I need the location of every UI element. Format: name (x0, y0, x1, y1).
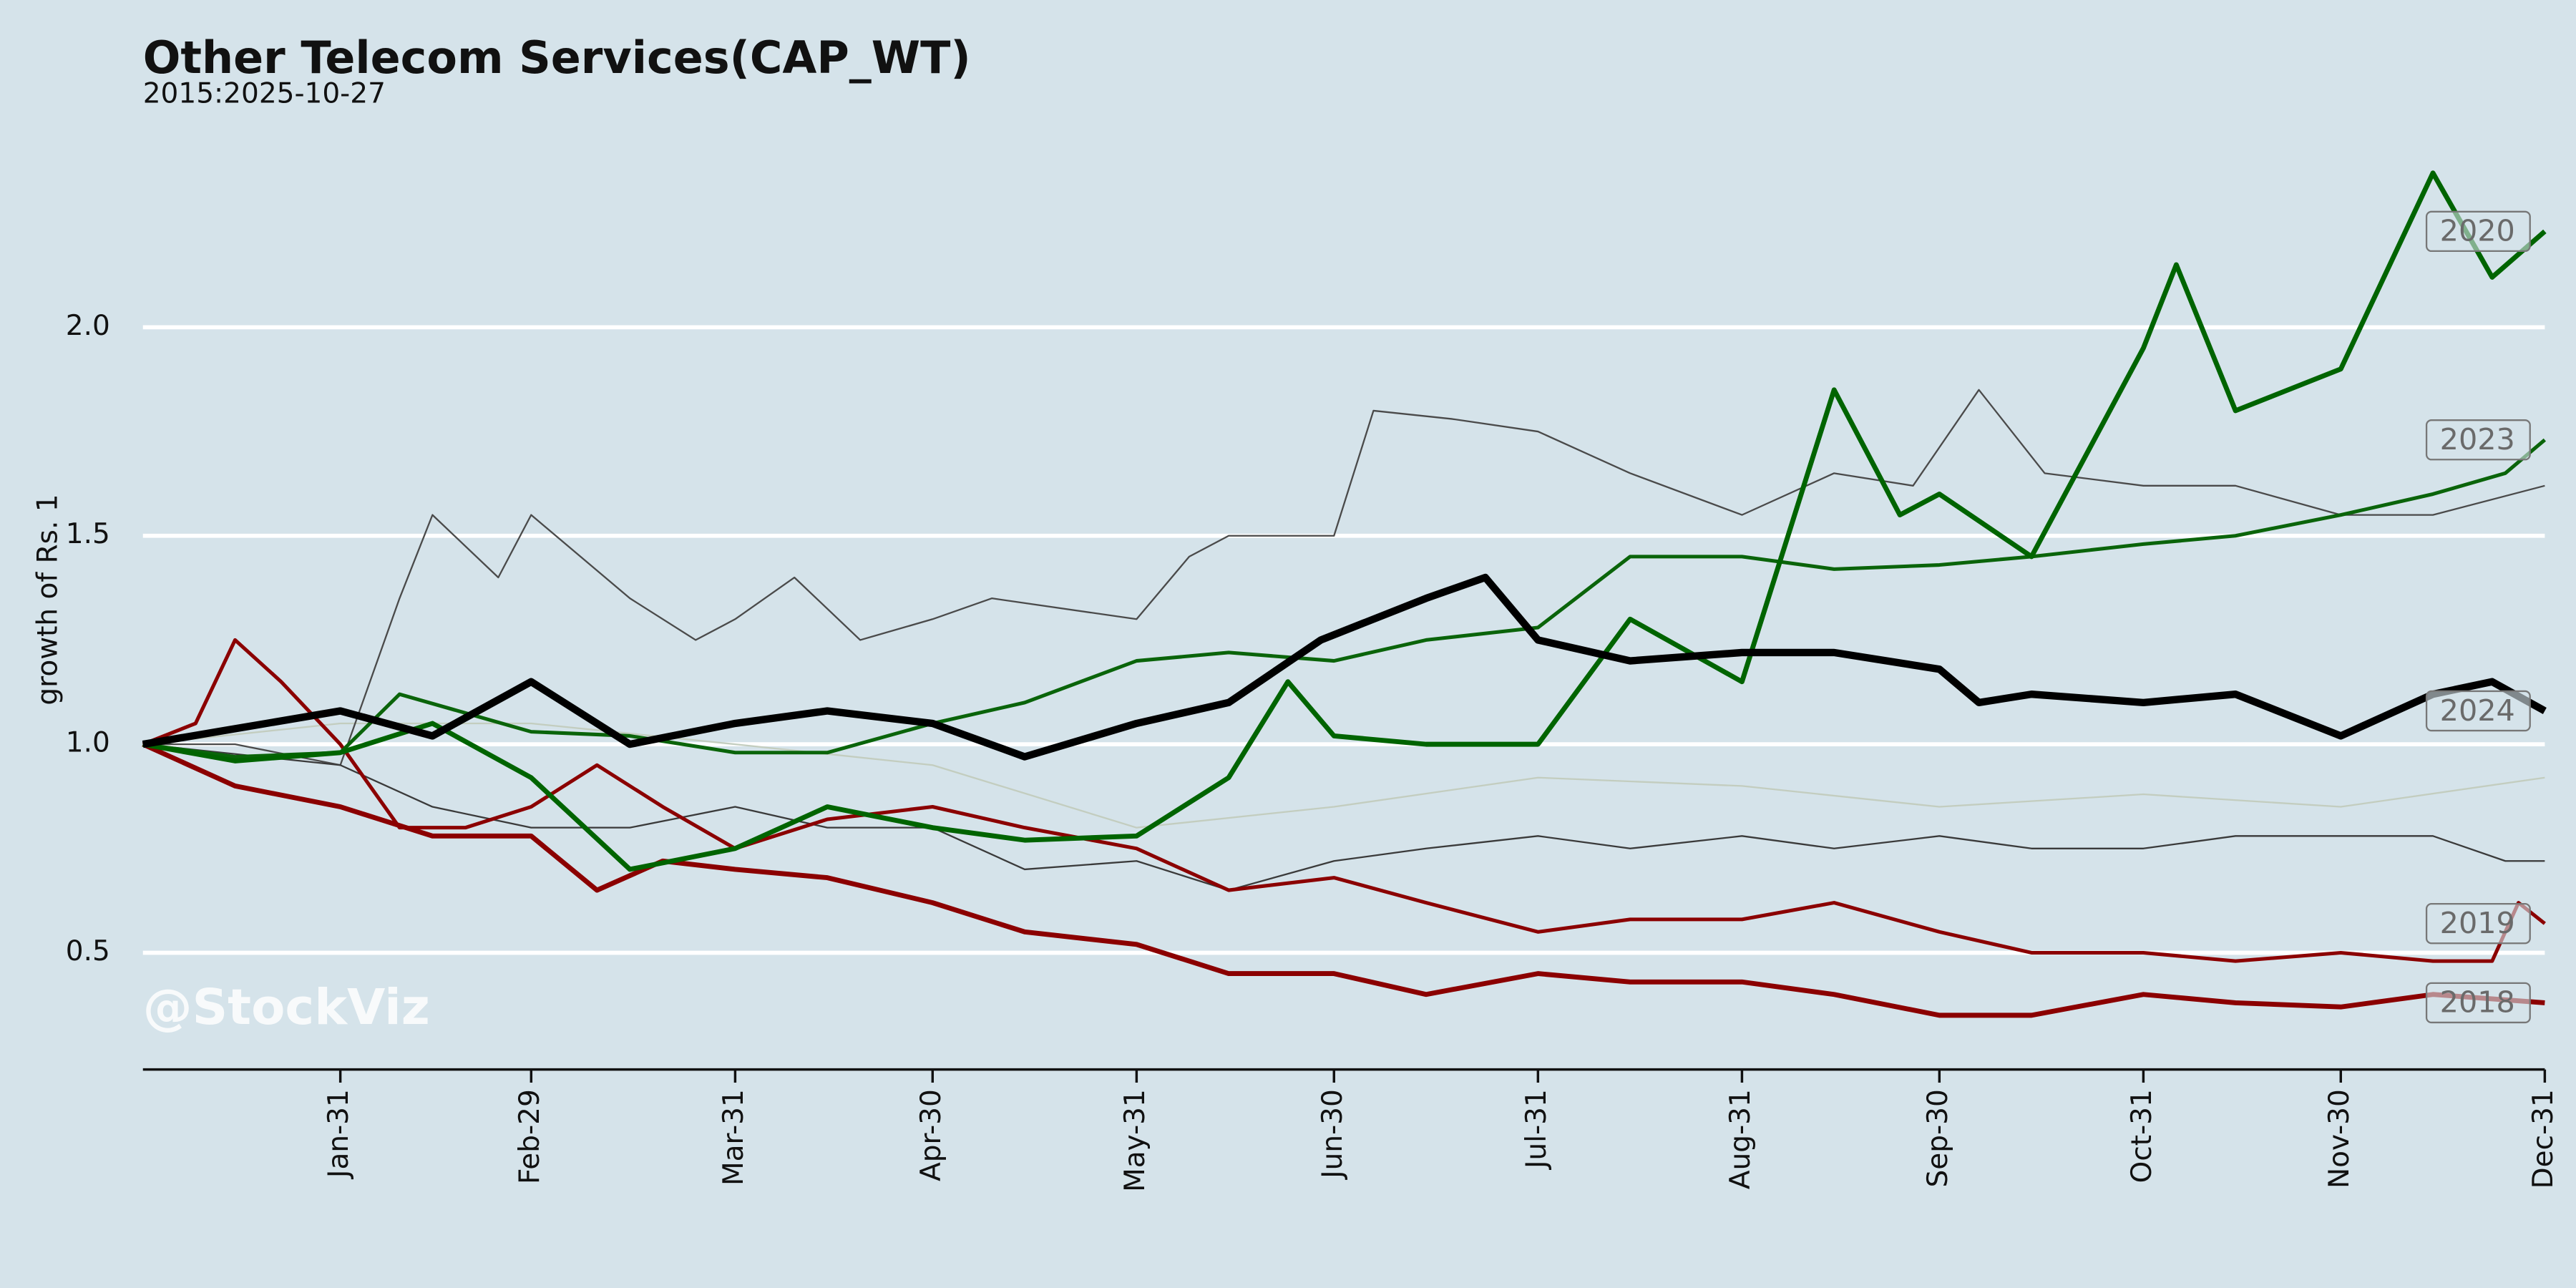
x-tick-label: May-31 (1119, 1089, 1151, 1192)
series-label-box (2425, 690, 2531, 732)
x-tick-label: Feb-29 (514, 1089, 546, 1184)
series-label: 2023 (2425, 419, 2531, 461)
series-line (142, 438, 2547, 759)
series-line (142, 743, 2545, 892)
watermark: @StockViz (143, 979, 430, 1036)
series-label: 2020 (2425, 210, 2531, 253)
series-label-box (2425, 419, 2531, 461)
series-label-box (2425, 902, 2531, 945)
series-line (142, 722, 2545, 829)
series-label: 2018 (2425, 982, 2531, 1024)
series-label-box (2425, 982, 2531, 1024)
x-tick-label: Aug-31 (1724, 1089, 1757, 1189)
series-label-text: 2019 (2440, 906, 2515, 940)
y-tick-label: 2.0 (66, 310, 110, 342)
series-line (142, 741, 2545, 1018)
y-axis-label: growth of Rs. 1 (31, 494, 64, 705)
series-label-text: 2024 (2440, 693, 2515, 728)
series-line (142, 389, 2545, 766)
x-tick-label: Sep-30 (1922, 1089, 1954, 1187)
series-label-box (2425, 210, 2531, 253)
x-tick-label: Nov-30 (2323, 1089, 2356, 1189)
x-tick-label: Jul-31 (1521, 1089, 1553, 1171)
y-tick-label: 1.5 (66, 518, 110, 550)
x-tick-label: Apr-30 (915, 1089, 947, 1181)
series-line (142, 638, 2546, 963)
x-tick-label: Mar-31 (718, 1089, 750, 1186)
series-line (142, 170, 2547, 872)
y-tick-label: 0.5 (66, 935, 110, 967)
series-label-text: 2018 (2440, 985, 2515, 1020)
chart-title: Other Telecom Services(CAP_WT) (143, 31, 971, 84)
x-tick-label: Jun-30 (1317, 1089, 1349, 1181)
y-tick-label: 1.0 (66, 727, 110, 759)
series-label: 2024 (2425, 690, 2531, 732)
x-tick-label: Jan-31 (323, 1089, 355, 1180)
series-label-text: 2023 (2440, 422, 2515, 457)
chart-subtitle: 2015:2025-10-27 (143, 78, 386, 110)
series-label: 2019 (2425, 902, 2531, 945)
x-tick-label: Oct-31 (2126, 1089, 2158, 1183)
x-tick-label: Dec-31 (2527, 1089, 2560, 1189)
series-line (142, 573, 2547, 761)
series-label-text: 2020 (2440, 214, 2515, 248)
